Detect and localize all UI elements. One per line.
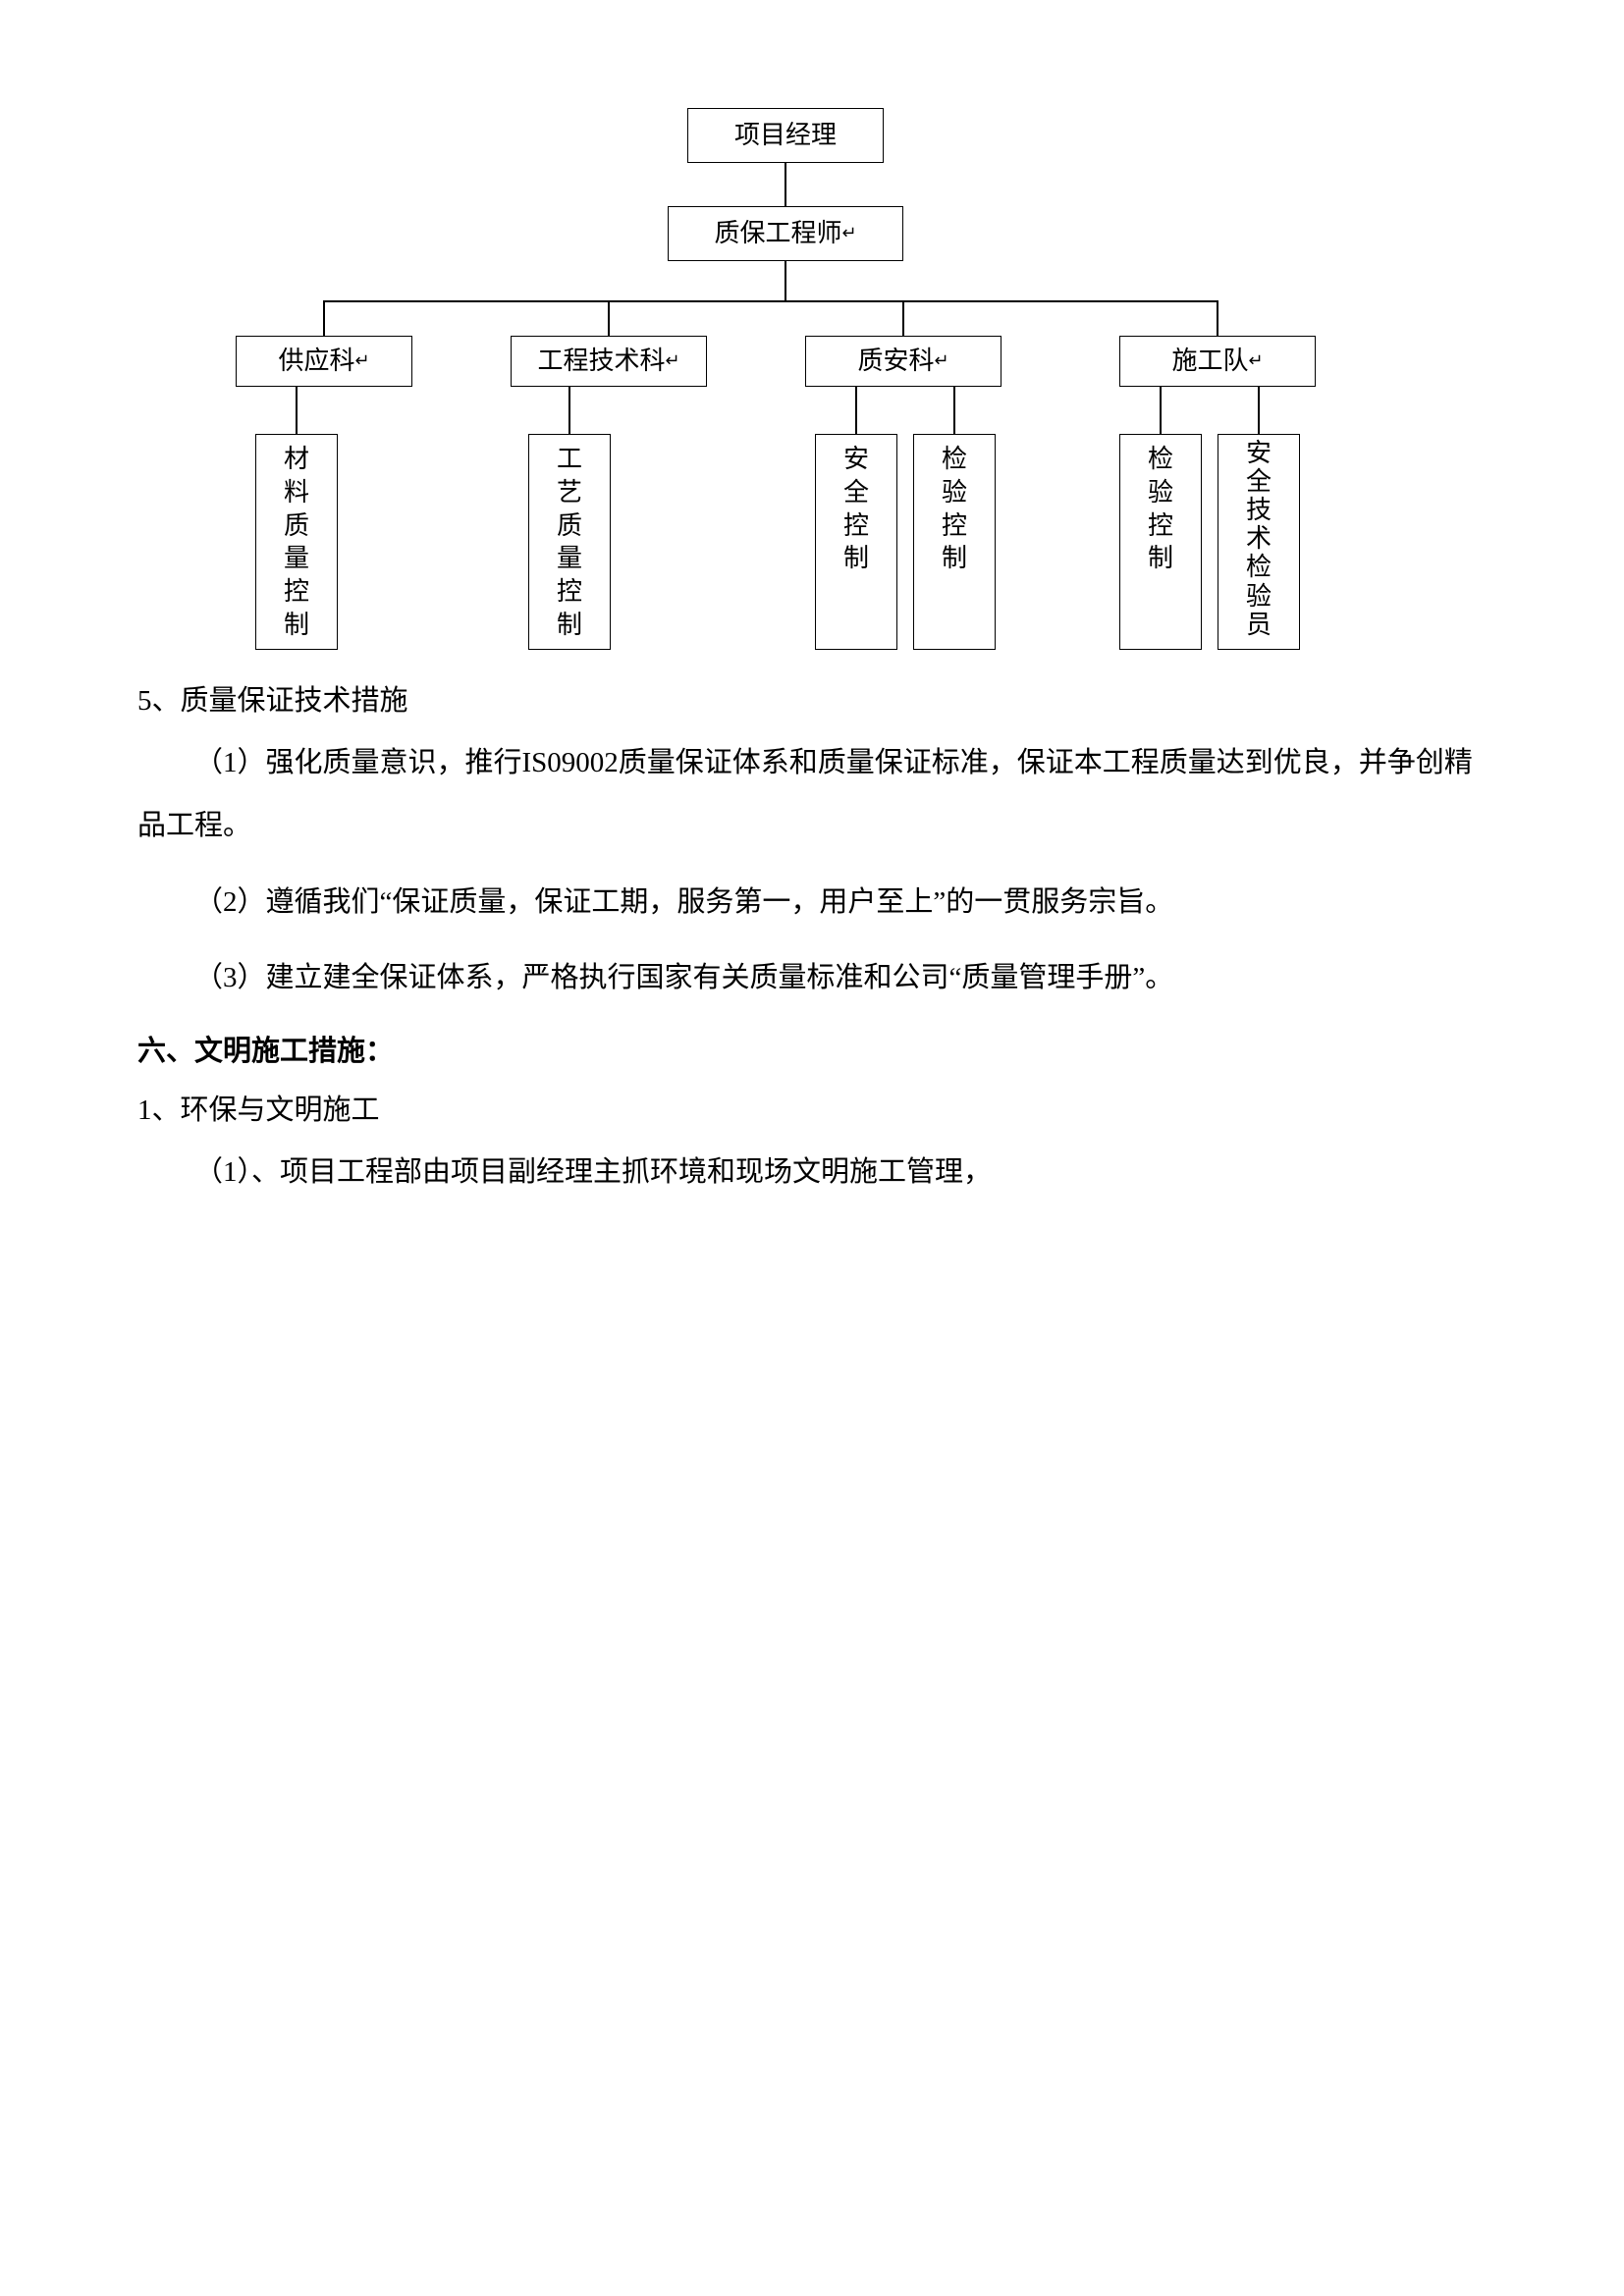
- section-6-title: 六、文明施工措施：: [137, 1028, 1487, 1069]
- node-d1-label: 供应科: [278, 344, 354, 379]
- leaf-char: 技: [1246, 496, 1272, 524]
- leaf-b3: 安 全 控 制: [815, 434, 897, 650]
- leaf-char: 控: [1148, 509, 1173, 543]
- leaf-char: 检: [1246, 553, 1272, 581]
- leaf-char: 控: [942, 509, 967, 543]
- leaf-char: 艺: [557, 476, 582, 509]
- leaf-b2: 工 艺 质 量 控 制: [528, 434, 611, 650]
- leaf-char: 检: [1148, 443, 1173, 476]
- edge: [323, 300, 1218, 302]
- enter-mark-icon: ↵: [841, 221, 856, 245]
- leaf-b4: 检 验 控 制: [913, 434, 996, 650]
- node-root: 项目经理: [687, 108, 884, 163]
- enter-mark-icon: ↵: [354, 348, 369, 373]
- leaf-char: 控: [284, 575, 309, 609]
- paragraph: （1）强化质量意识，推行IS09002质量保证体系和质量保证标准，保证本工程质量…: [137, 732, 1487, 858]
- leaf-char: 料: [284, 476, 309, 509]
- leaf-char: 验: [1148, 476, 1173, 509]
- leaf-char: 制: [1148, 542, 1173, 575]
- leaf-b5: 检 验 控 制: [1119, 434, 1202, 650]
- leaf-b6: 安 全 技 术 检 验 员: [1218, 434, 1300, 650]
- leaf-char: 检: [942, 443, 967, 476]
- section-6-1-title: 1、环保与文明施工: [137, 1087, 1487, 1128]
- leaf-char: 全: [1246, 467, 1272, 496]
- edge: [785, 261, 786, 300]
- edge: [296, 387, 298, 434]
- edge: [902, 300, 904, 336]
- leaf-char: 全: [843, 476, 869, 509]
- section-5-title: 5、质量保证技术措施: [137, 677, 1487, 719]
- node-d2-label: 工程技术科: [537, 344, 665, 379]
- node-l2: 质保工程师↵: [668, 206, 903, 261]
- paragraph: （2）遵循我们“保证质量，保证工期，服务第一，用户至上”的一贯服务宗旨。: [137, 872, 1487, 934]
- node-root-label: 项目经理: [734, 118, 837, 153]
- enter-mark-icon: ↵: [934, 348, 948, 373]
- leaf-char: 质: [557, 509, 582, 543]
- node-d4-label: 施工队: [1171, 344, 1248, 379]
- leaf-char: 术: [1246, 524, 1272, 553]
- leaf-char: 制: [942, 542, 967, 575]
- leaf-char: 安: [843, 443, 869, 476]
- leaf-char: 制: [843, 542, 869, 575]
- leaf-b1: 材 料 质 量 控 制: [255, 434, 338, 650]
- paragraph: （3）建立建全保证体系，严格执行国家有关质量标准和公司“质量管理手册”。: [137, 947, 1487, 1010]
- enter-mark-icon: ↵: [1248, 348, 1263, 373]
- leaf-char: 量: [284, 542, 309, 575]
- leaf-char: 制: [557, 609, 582, 642]
- leaf-char: 验: [1246, 582, 1272, 611]
- node-d2: 工程技术科↵: [511, 336, 707, 387]
- edge: [1217, 300, 1218, 336]
- leaf-char: 工: [557, 443, 582, 476]
- edge: [855, 387, 857, 434]
- leaf-char: 安: [1246, 439, 1272, 467]
- edge: [323, 300, 325, 336]
- leaf-char: 控: [557, 575, 582, 609]
- paragraph: （1）、项目工程部由项目副经理主抓环境和现场文明施工管理，: [137, 1142, 1487, 1204]
- leaf-char: 量: [557, 542, 582, 575]
- edge: [1258, 387, 1260, 434]
- edge: [568, 387, 570, 434]
- org-chart: 项目经理 质保工程师↵ 供应科↵ 工程技术科↵ 质安科↵ 施工队↵: [137, 108, 1487, 658]
- leaf-char: 质: [284, 509, 309, 543]
- node-d4: 施工队↵: [1119, 336, 1316, 387]
- node-d1: 供应科↵: [236, 336, 412, 387]
- node-l2-label: 质保工程师: [714, 216, 841, 251]
- node-d3: 质安科↵: [805, 336, 1001, 387]
- edge: [1160, 387, 1162, 434]
- edge: [608, 300, 610, 336]
- edge: [953, 387, 955, 434]
- enter-mark-icon: ↵: [665, 348, 679, 373]
- leaf-char: 材: [284, 443, 309, 476]
- edge: [785, 163, 786, 206]
- node-d3-label: 质安科: [857, 344, 934, 379]
- leaf-char: 员: [1246, 611, 1272, 639]
- leaf-char: 验: [942, 476, 967, 509]
- leaf-char: 制: [284, 609, 309, 642]
- leaf-char: 控: [843, 509, 869, 543]
